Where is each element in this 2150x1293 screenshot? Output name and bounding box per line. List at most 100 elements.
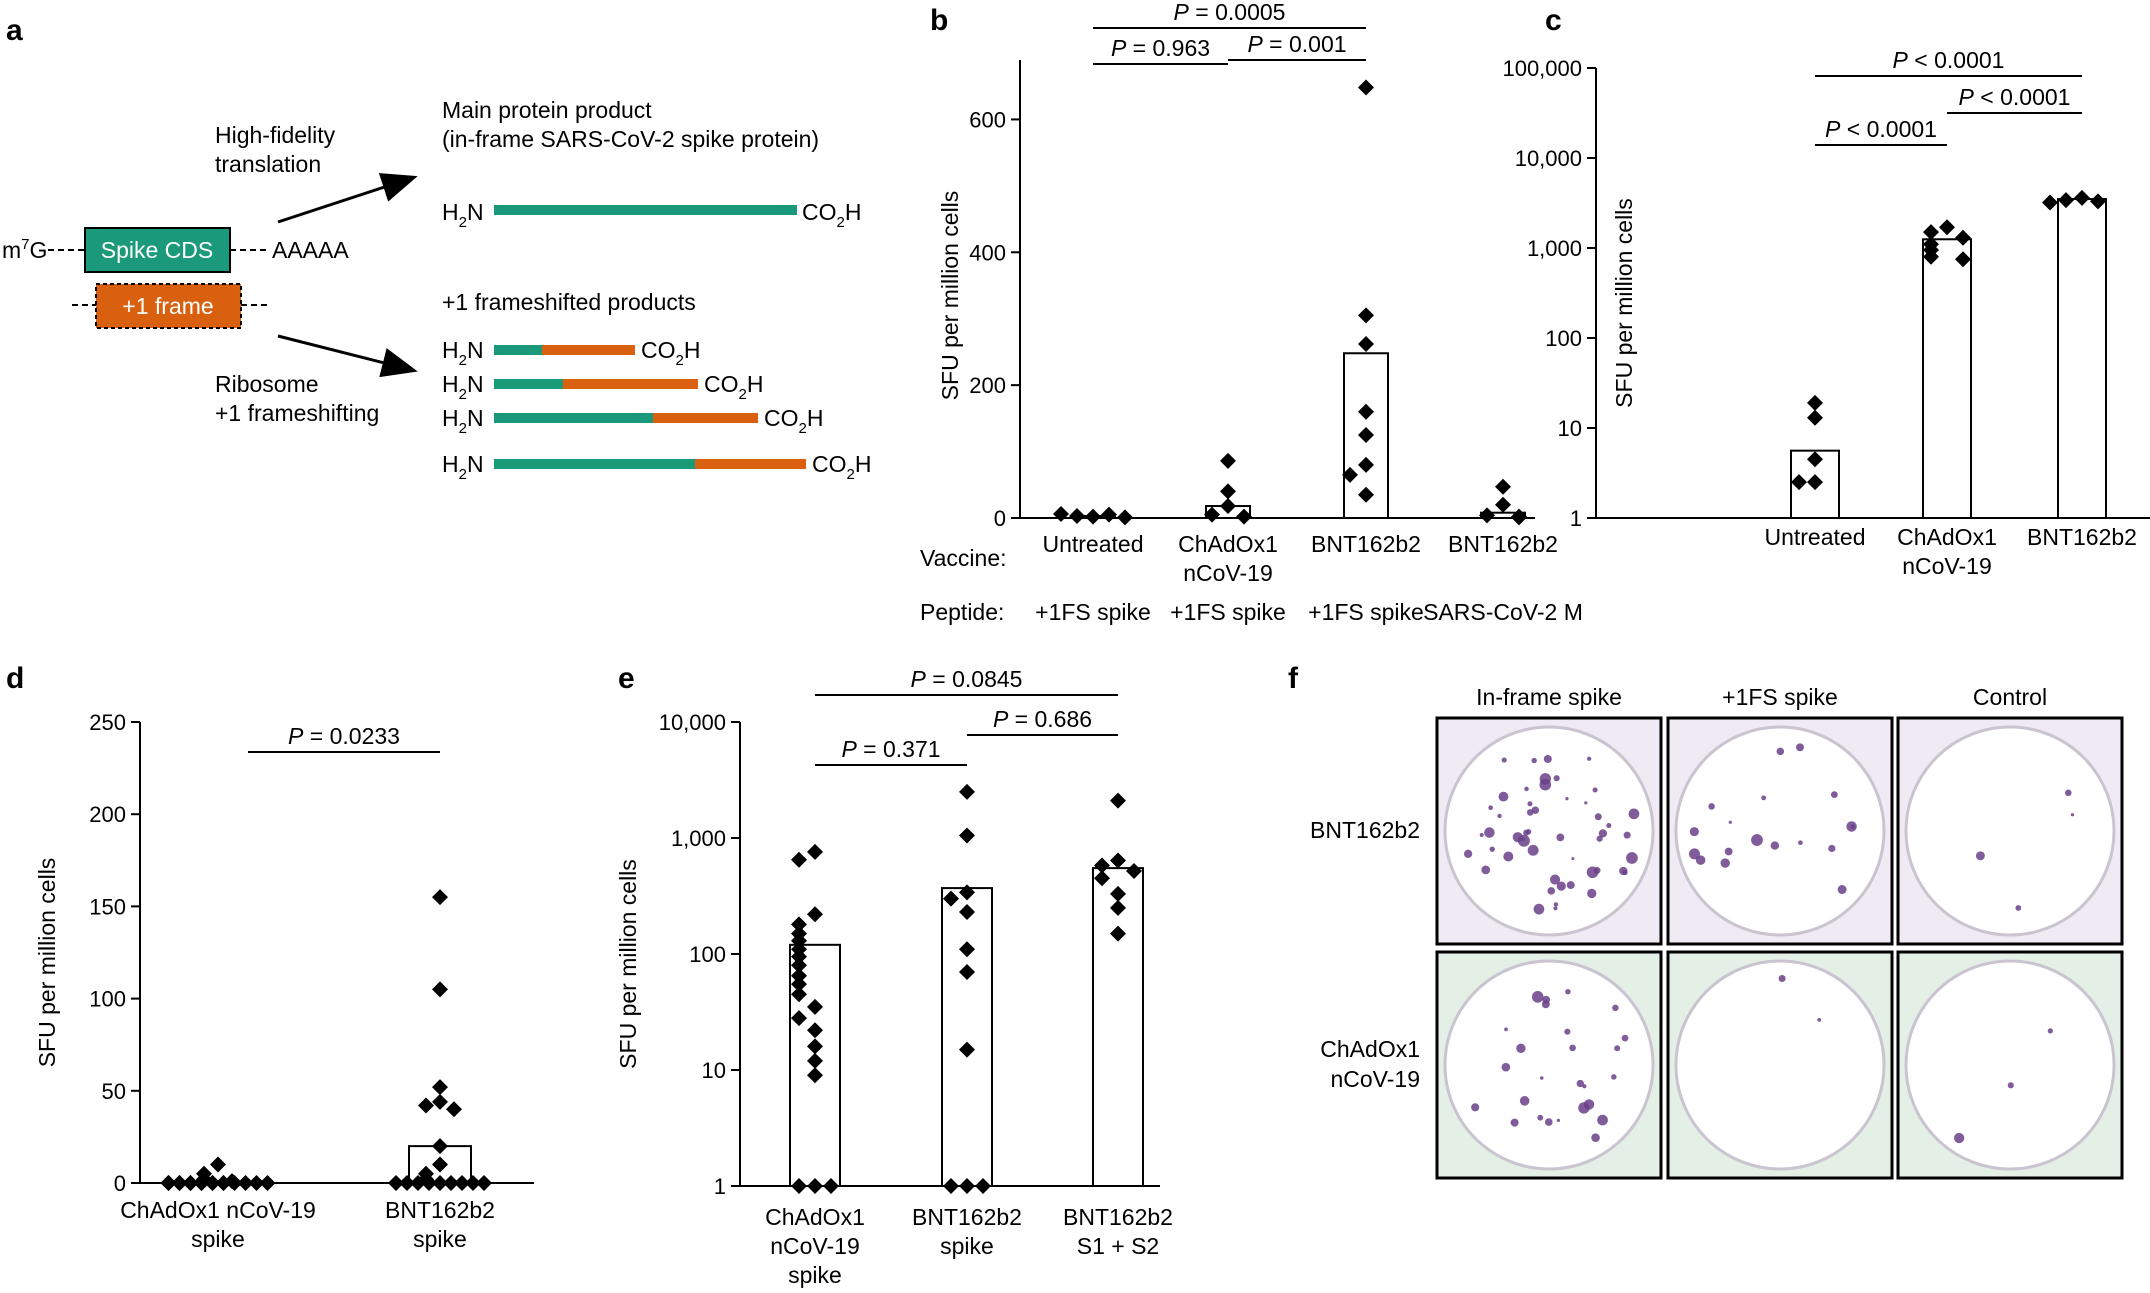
data-point bbox=[1495, 478, 1511, 495]
bar bbox=[941, 887, 993, 1188]
data-point bbox=[432, 1138, 448, 1155]
elispot-spot bbox=[1761, 795, 1767, 801]
arrow-high-fidelity bbox=[277, 173, 418, 224]
category-label: spike bbox=[413, 1226, 467, 1252]
elispot-spot bbox=[1817, 1017, 1822, 1022]
data-point bbox=[204, 1175, 221, 1191]
elispot-spot bbox=[1556, 881, 1566, 891]
data-point bbox=[432, 1156, 448, 1173]
y-tick-label: 10,000 bbox=[659, 710, 726, 735]
y-tick-label: 400 bbox=[969, 240, 1006, 265]
category-label: BNT162b2 bbox=[1448, 531, 1558, 557]
well-column-header: Control bbox=[1973, 684, 2047, 710]
data-point bbox=[791, 967, 807, 984]
panel-label-d: d bbox=[6, 662, 24, 695]
fragment-c-term: CO2H bbox=[704, 371, 763, 403]
cap-label: m7G bbox=[2, 236, 47, 263]
y-tick-label: 600 bbox=[969, 107, 1006, 132]
data-point bbox=[807, 843, 823, 860]
y-tick-label: 250 bbox=[89, 710, 126, 735]
elispot-spot bbox=[1828, 844, 1836, 853]
elispot-spot bbox=[1728, 820, 1732, 824]
elispot-spot bbox=[1837, 885, 1847, 895]
data-point bbox=[182, 1175, 199, 1191]
category-label: BNT162b2 bbox=[1063, 1204, 1173, 1230]
elispot-spot bbox=[1591, 1133, 1600, 1142]
category-label: ChAdOx1 nCoV-19 bbox=[120, 1197, 316, 1223]
elispot-spot bbox=[1695, 855, 1706, 865]
elispot-spot bbox=[1584, 801, 1588, 805]
data-point bbox=[1358, 426, 1374, 443]
category-label: BNT162b2 bbox=[2027, 524, 2137, 550]
elispot-spot bbox=[1611, 1074, 1617, 1080]
data-point bbox=[388, 1175, 404, 1191]
data-point bbox=[943, 1178, 959, 1194]
panel-b: b 0 200 400 600 SFU per million cells Untreat… bbox=[920, 0, 1583, 625]
p-value-label: P < 0.0001 bbox=[1959, 84, 2071, 110]
data-point bbox=[1939, 219, 1955, 236]
elispot-spot bbox=[1531, 757, 1537, 764]
well-column-header: In-frame spike bbox=[1476, 684, 1622, 710]
elispot-spot bbox=[1544, 1118, 1553, 1126]
p-value-label: P = 0.963 bbox=[1111, 35, 1210, 61]
data-point bbox=[2090, 193, 2106, 210]
data-point bbox=[1358, 79, 1374, 96]
data-point bbox=[226, 1175, 243, 1191]
data-point bbox=[443, 1175, 459, 1191]
fragment-c-term: CO2H bbox=[641, 337, 700, 369]
data-point bbox=[959, 884, 975, 901]
spike-cds-label: Spike CDS bbox=[101, 237, 213, 263]
y-axis-label: SFU per million cells bbox=[615, 859, 641, 1069]
main-product-label-2: (in-frame SARS-CoV-2 spike protein) bbox=[442, 126, 819, 152]
category-label: spike bbox=[191, 1226, 245, 1252]
p-value-label: P = 0.0845 bbox=[911, 666, 1023, 692]
peptide-row-label: Peptide: bbox=[920, 599, 1004, 625]
data-point bbox=[215, 1175, 232, 1191]
data-point bbox=[454, 1175, 470, 1191]
category-label: S1 + S2 bbox=[1077, 1233, 1159, 1259]
data-point bbox=[1358, 335, 1374, 352]
data-point bbox=[1094, 857, 1110, 874]
y-tick-label: 1,000 bbox=[671, 826, 726, 851]
data-point bbox=[1358, 307, 1374, 324]
elispot-spot bbox=[1587, 888, 1597, 899]
data-point bbox=[807, 1038, 823, 1055]
well-plate bbox=[1443, 725, 1655, 937]
y-tick-label: 100 bbox=[89, 987, 126, 1012]
well-plate bbox=[1904, 725, 2116, 937]
elispot-spot bbox=[1598, 829, 1608, 838]
elispot-spot bbox=[1484, 827, 1495, 838]
elispot-spot bbox=[1689, 848, 1700, 860]
well-plate bbox=[1443, 959, 1655, 1171]
elispot-spot bbox=[1481, 865, 1491, 875]
panel-label-a: a bbox=[6, 14, 23, 47]
data-point bbox=[959, 1041, 975, 1058]
data-point bbox=[1923, 224, 1939, 241]
elispot-spot bbox=[1527, 801, 1533, 807]
elispot-spot bbox=[1576, 1079, 1584, 1088]
elispot-spot bbox=[1539, 773, 1552, 785]
elispot-spot bbox=[1953, 1132, 1965, 1144]
y-tick-label: 100 bbox=[1545, 326, 1582, 351]
elispot-spot bbox=[1830, 791, 1838, 798]
category-label: spike bbox=[788, 1262, 842, 1288]
data-point bbox=[1220, 498, 1236, 515]
y-tick-label: 100,000 bbox=[1502, 56, 1582, 81]
fragment-green bbox=[494, 459, 695, 469]
y-axis-label: SFU per million cells bbox=[1611, 198, 1637, 408]
data-point bbox=[1094, 870, 1110, 887]
elispot-spot bbox=[1527, 844, 1539, 856]
data-point bbox=[2058, 192, 2074, 209]
category-label: Untreated bbox=[1764, 524, 1865, 550]
elispot-spot bbox=[1612, 1004, 1619, 1012]
arrow-frameshift bbox=[277, 334, 418, 378]
fragment-n-term: H2N bbox=[442, 371, 484, 403]
category-label: nCoV-19 bbox=[1902, 553, 1992, 579]
well-row-label: nCoV-19 bbox=[1330, 1066, 1420, 1092]
elispot-spot bbox=[1543, 754, 1552, 763]
bar bbox=[2057, 198, 2107, 519]
poly-a-label: AAAAA bbox=[272, 237, 349, 263]
data-point bbox=[959, 904, 975, 921]
data-point bbox=[1126, 862, 1142, 879]
data-point bbox=[1220, 483, 1236, 500]
